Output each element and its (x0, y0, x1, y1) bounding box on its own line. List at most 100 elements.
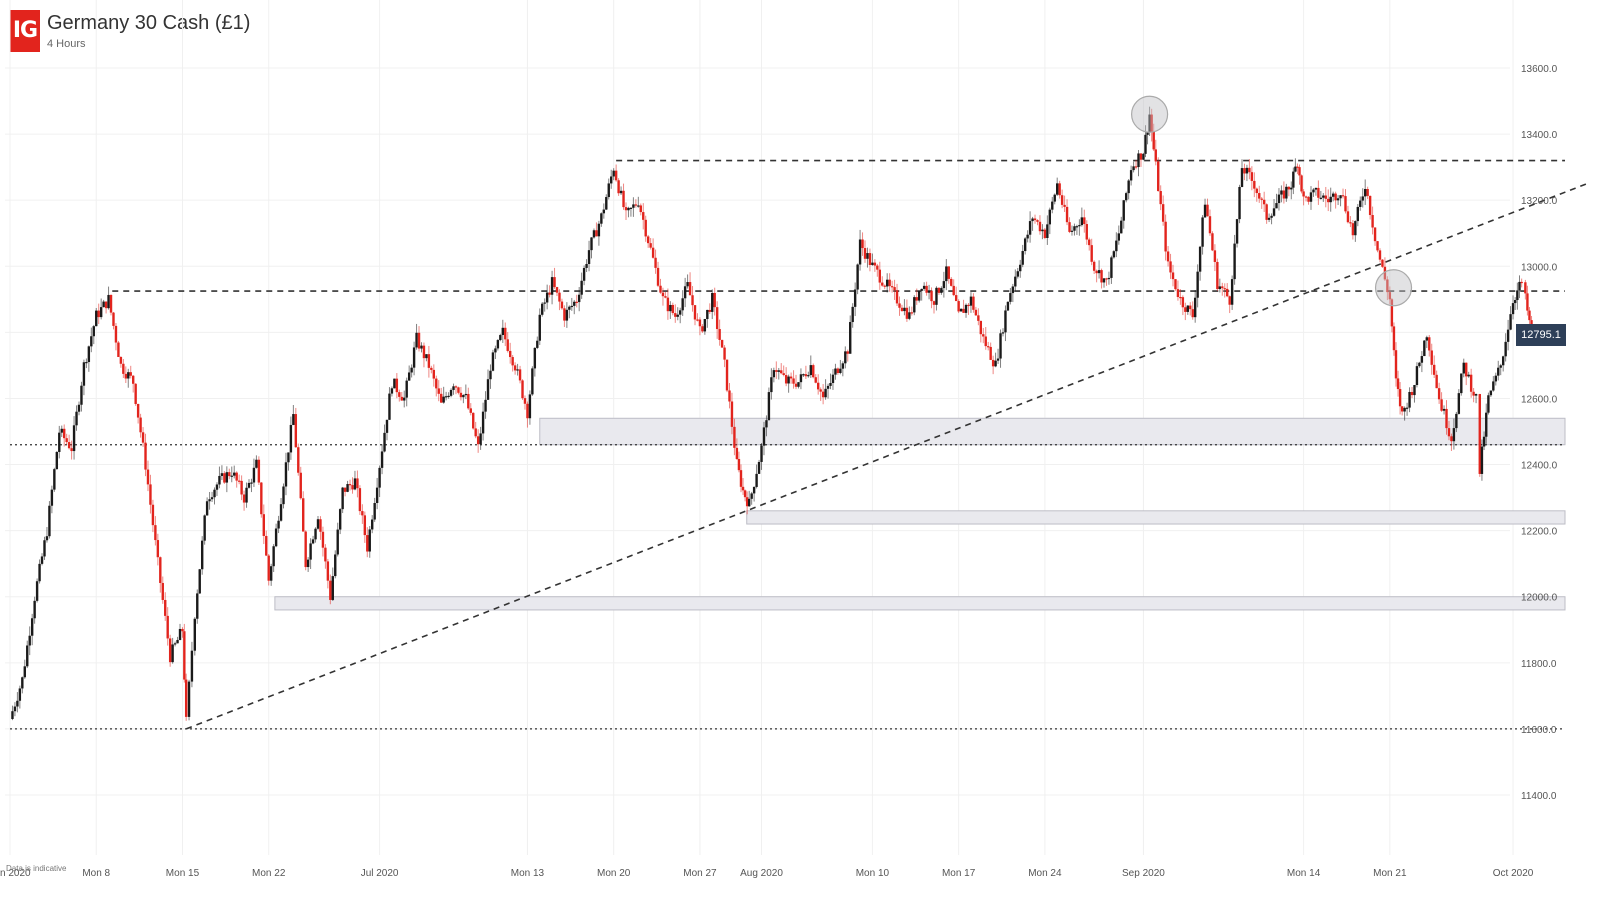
candle-body (314, 528, 317, 540)
candle-body (1174, 279, 1177, 290)
candle-body (1497, 367, 1500, 376)
candle-body (479, 433, 482, 445)
candle-body (289, 424, 293, 453)
candle-body (691, 295, 694, 306)
candle-body (146, 469, 150, 485)
candle-body (1080, 217, 1084, 226)
candle-body (706, 309, 709, 320)
candle-body (807, 375, 810, 377)
candle-body (18, 688, 22, 701)
candle-body (383, 432, 386, 452)
y-tick-label: 13000.0 (1521, 262, 1558, 273)
candle-body (151, 504, 155, 526)
candle-body (1287, 186, 1291, 190)
candle-body (686, 282, 689, 287)
candle-body (1319, 197, 1323, 199)
candle-body (1285, 186, 1288, 199)
candle-body (97, 310, 100, 318)
candle-body (1243, 168, 1246, 174)
candle-body (516, 369, 519, 371)
candle-body (1043, 229, 1047, 238)
candle-body (304, 531, 307, 568)
candle-body (605, 197, 608, 210)
candle-body (1386, 279, 1389, 293)
candle-body (1253, 180, 1256, 189)
candle-body (558, 292, 561, 302)
candle-body (821, 391, 825, 398)
candle-body (531, 368, 534, 395)
x-tick-label: Mon 8 (82, 868, 110, 879)
candle-body (765, 420, 768, 428)
candle-body (400, 396, 403, 401)
candle-body (136, 403, 140, 418)
candle-body (193, 618, 196, 651)
candle-body (784, 375, 788, 384)
candle-body (1164, 221, 1167, 252)
candle-body (1218, 286, 1222, 290)
candle-body (1480, 446, 1484, 474)
candle-body (1296, 166, 1299, 168)
candle-body (582, 267, 586, 281)
candle-body (159, 557, 162, 583)
candle-body (90, 336, 93, 347)
candle-body (1499, 365, 1502, 368)
candle-body (1033, 218, 1037, 221)
candle-body (713, 292, 716, 308)
candle-body (1309, 192, 1313, 202)
candle-body (809, 365, 812, 376)
candle-body (1435, 374, 1438, 389)
candle-body (1014, 276, 1017, 287)
candle-body (200, 540, 204, 570)
candle-body (75, 411, 78, 426)
candle-body (437, 388, 440, 394)
candle-body (1255, 188, 1258, 194)
candle-body (1356, 206, 1360, 222)
candle-body (368, 529, 371, 552)
candle-body (513, 365, 517, 371)
y-tick-label: 12600.0 (1521, 394, 1558, 405)
candle-body (644, 219, 647, 237)
candle-body (1258, 193, 1261, 199)
candle-body (223, 473, 226, 483)
candle-body (1509, 314, 1512, 330)
candle-body (977, 315, 980, 321)
candle-body (107, 294, 110, 309)
y-tick-label: 11600.0 (1521, 725, 1557, 736)
candle-body (205, 501, 209, 516)
candle-body (1097, 270, 1101, 274)
candle-body (619, 190, 623, 194)
candle-body (1127, 180, 1130, 194)
candle-body (1088, 239, 1091, 246)
candle-body (501, 327, 504, 336)
candle-body (553, 277, 556, 288)
candle-body (1107, 277, 1111, 280)
candle-body (920, 288, 923, 291)
candle-body (420, 345, 423, 349)
x-tick-label: Jun 2020 (0, 868, 31, 879)
candle-body (139, 417, 142, 433)
candle-body (279, 504, 283, 521)
candle-body (974, 309, 978, 316)
candle-body (28, 635, 31, 646)
candle-body (1026, 234, 1029, 239)
candle-body (866, 253, 869, 259)
candle-body (282, 486, 285, 505)
candle-body (979, 320, 983, 335)
candle-body (334, 554, 337, 577)
candle-body (1405, 407, 1409, 409)
candle-body (676, 314, 679, 317)
candle-body (366, 535, 369, 552)
candle-body (1051, 201, 1054, 210)
candle-body (688, 282, 692, 296)
candle-body (262, 514, 265, 536)
candle-body (1442, 408, 1446, 411)
candle-body (1290, 187, 1293, 190)
candle-body (858, 239, 862, 265)
candle-body (166, 615, 169, 639)
candle-body (1070, 230, 1074, 232)
candle-body (1430, 350, 1433, 365)
candle-body (922, 285, 926, 289)
candle-body (474, 428, 477, 437)
candle-body (171, 644, 174, 663)
